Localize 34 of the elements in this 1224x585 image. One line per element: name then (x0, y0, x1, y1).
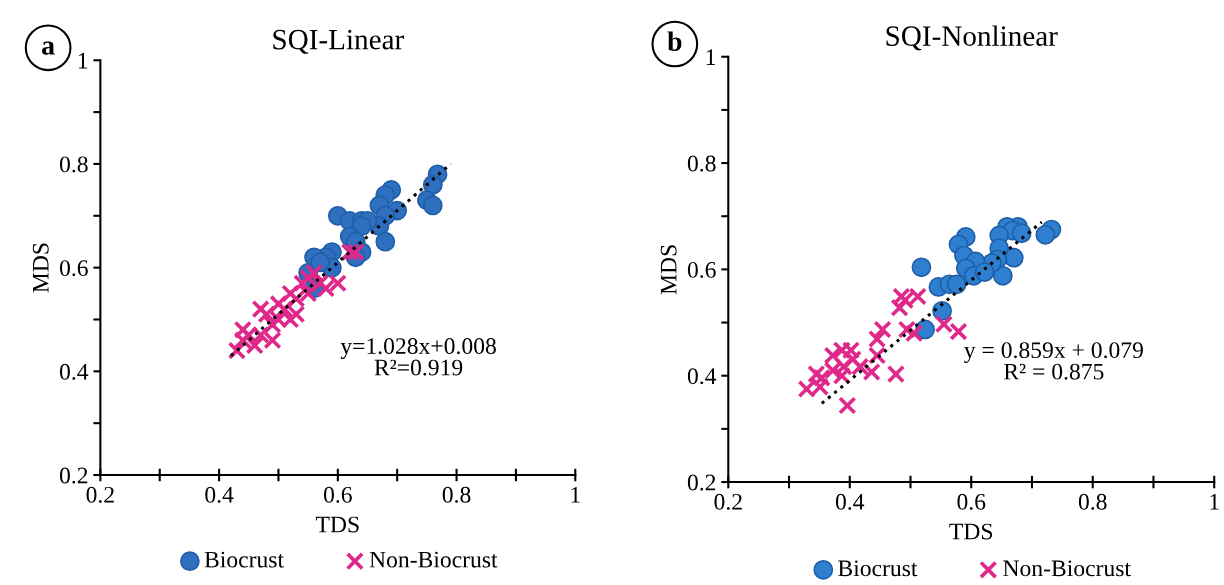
y-tick-label: 0.4 (59, 363, 89, 380)
x-tick-label: 0.2 (86, 486, 114, 503)
y-axis-title: MDS (660, 245, 677, 295)
x-tick-label: 0.4 (205, 486, 234, 503)
y-tick-label: 0.8 (687, 155, 716, 172)
annotation: y=1.028x+0.008 R²=0.919 (340, 338, 496, 376)
annotation: y = 0.859x + 0.079 R² = 0.875 (964, 342, 1143, 380)
legend-label: Biocrust (204, 551, 284, 568)
legend-label: Non-Biocrust (369, 551, 498, 568)
y-tick-label: 0.2 (59, 467, 88, 484)
y-tick-label: 0.4 (687, 368, 717, 385)
x-tick-label: 0.2 (714, 493, 742, 510)
y-tick-label: 0.8 (59, 156, 88, 173)
y-tick-label: 0.6 (59, 260, 88, 277)
x-tick-label: 0.4 (835, 493, 865, 510)
x-tick-label: 0.6 (323, 486, 352, 503)
y-tick-label: 0.6 (687, 261, 716, 278)
text: b (667, 31, 682, 51)
x-tick-label: 1 (571, 486, 580, 503)
x-tick-label: 0.6 (957, 493, 986, 510)
x-axis-title: TDS (315, 516, 359, 533)
x-tick-label: 1 (1210, 493, 1219, 510)
x-axis-title: TDS (949, 523, 993, 540)
legend-label: Non-Biocrust (1003, 560, 1131, 577)
y-tick-label: 0.2 (687, 474, 716, 491)
text: a (42, 41, 55, 55)
chart-title: SQI-Linear (273, 29, 404, 54)
legend-label: Biocrust (838, 560, 918, 577)
y-axis-title: MDS (32, 243, 49, 293)
x-tick-label: 0.8 (1078, 493, 1107, 510)
x-tick-label: 0.8 (442, 486, 471, 503)
y-tick-label: 1 (78, 52, 88, 69)
chart-title: SQI-Nonlinear (886, 25, 1058, 51)
y-tick-label: 1 (706, 49, 716, 65)
